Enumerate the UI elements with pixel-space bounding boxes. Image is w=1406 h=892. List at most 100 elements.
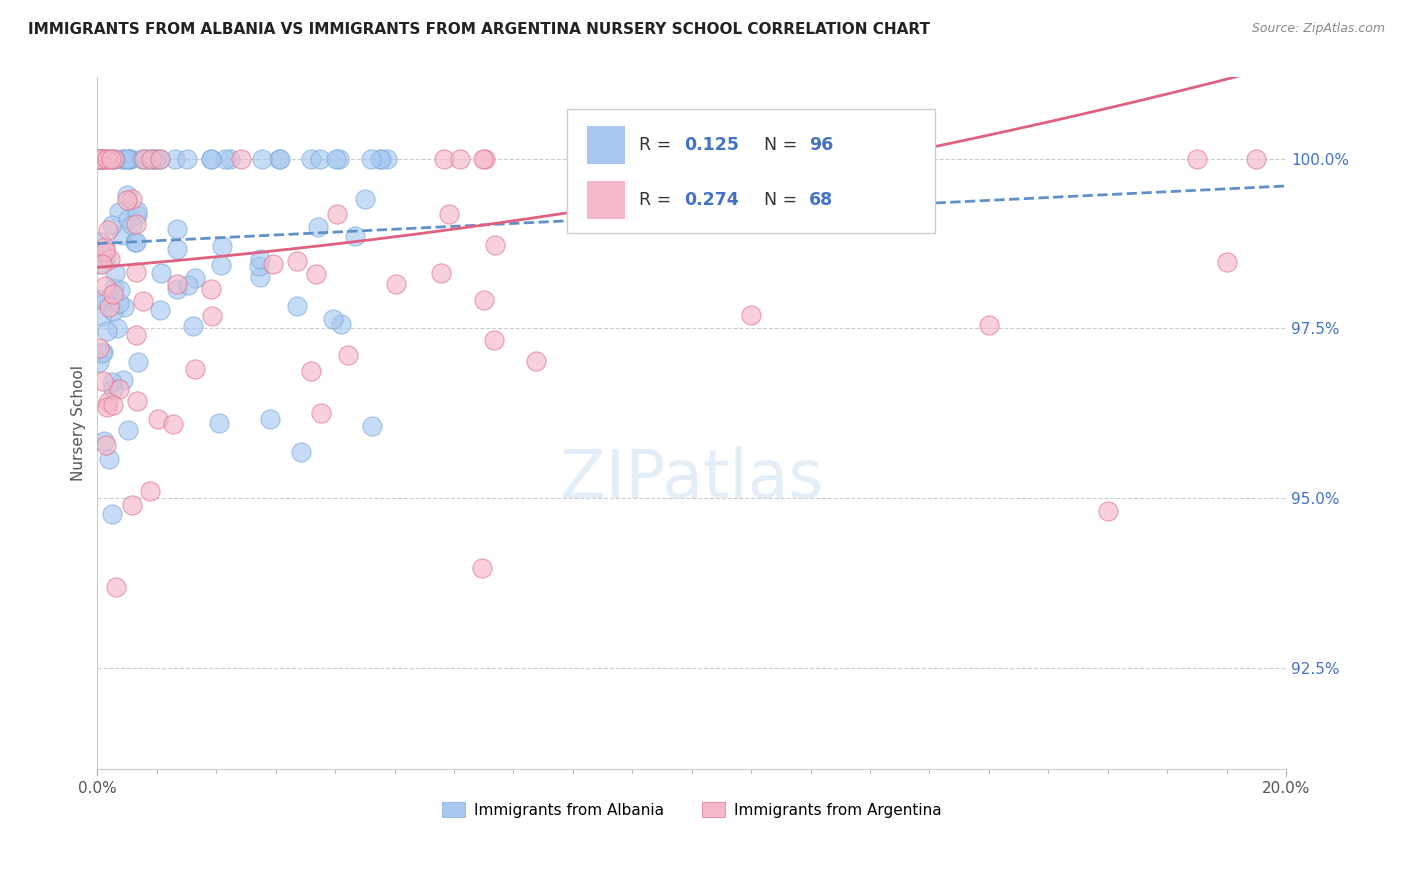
Point <box>90 346 112 360</box>
Text: IMMIGRANTS FROM ALBANIA VS IMMIGRANTS FROM ARGENTINA NURSERY SCHOOL CORRELATION : IMMIGRANTS FROM ALBANIA VS IMMIGRANTS FR… <box>28 22 931 37</box>
Point <box>183 271 205 285</box>
Point <box>90 250 112 264</box>
Point <box>125 265 148 279</box>
Point <box>1215 255 1237 269</box>
Point <box>90 257 112 271</box>
Point <box>437 207 460 221</box>
Point <box>1244 152 1267 166</box>
Point <box>249 252 271 267</box>
Point <box>859 152 882 166</box>
Point <box>124 235 146 249</box>
Point <box>262 257 284 271</box>
Point <box>484 238 506 252</box>
Point <box>328 152 350 166</box>
Point <box>309 406 332 420</box>
Text: R =: R = <box>640 136 678 154</box>
Text: N =: N = <box>763 191 803 210</box>
Point <box>132 293 155 308</box>
Point <box>96 152 118 166</box>
Point <box>100 152 122 166</box>
Point <box>96 400 118 414</box>
Point <box>121 192 143 206</box>
Point <box>142 152 165 166</box>
Point <box>163 152 186 166</box>
Point <box>100 152 122 166</box>
Text: N =: N = <box>763 136 803 154</box>
Point <box>124 235 146 249</box>
Point <box>125 393 148 408</box>
Point <box>103 382 125 396</box>
FancyBboxPatch shape <box>567 109 935 233</box>
Point <box>141 152 163 166</box>
Point <box>104 266 127 280</box>
Point <box>103 398 125 412</box>
Point <box>87 355 110 369</box>
Point <box>112 300 135 314</box>
Point <box>200 152 222 166</box>
Point <box>449 152 471 166</box>
Point <box>472 293 495 307</box>
Point <box>375 152 398 166</box>
Point <box>211 239 233 253</box>
Point <box>134 152 156 166</box>
Point <box>105 580 128 594</box>
Text: 0.125: 0.125 <box>685 136 740 154</box>
Point <box>433 152 456 166</box>
Point <box>176 152 198 166</box>
Point <box>149 152 172 166</box>
Point <box>360 419 382 434</box>
Point <box>96 324 118 338</box>
Point <box>269 152 291 166</box>
Point <box>91 152 114 166</box>
Point <box>166 277 188 292</box>
Point <box>368 152 391 166</box>
Point <box>125 203 148 218</box>
Point <box>120 152 142 166</box>
Point <box>471 152 494 166</box>
Point <box>285 299 308 313</box>
Point <box>325 152 347 166</box>
Point <box>91 152 114 166</box>
Point <box>322 312 344 326</box>
Point <box>91 309 114 323</box>
Y-axis label: Nursery School: Nursery School <box>72 366 86 482</box>
Point <box>977 318 1000 333</box>
Point <box>329 317 352 331</box>
Point <box>97 223 120 237</box>
Point <box>101 287 124 301</box>
Point <box>89 152 111 166</box>
Point <box>326 207 349 221</box>
Text: ZIPatlas: ZIPatlas <box>560 446 824 512</box>
Point <box>176 277 198 292</box>
Point <box>267 152 290 166</box>
Point <box>101 508 124 522</box>
Point <box>93 434 115 448</box>
Point <box>121 218 143 232</box>
Point <box>249 260 271 274</box>
Point <box>429 266 451 280</box>
Point <box>111 152 134 166</box>
Point <box>101 375 124 389</box>
Point <box>94 279 117 293</box>
Point <box>89 257 111 271</box>
Point <box>135 152 157 166</box>
Point <box>91 345 114 359</box>
Point <box>305 268 328 282</box>
Point <box>111 227 134 242</box>
Point <box>214 152 236 166</box>
Point <box>149 303 172 318</box>
Point <box>353 192 375 206</box>
Point <box>1185 152 1208 166</box>
Point <box>299 364 322 378</box>
Point <box>1097 504 1119 518</box>
Point <box>108 283 131 297</box>
Point <box>103 304 125 318</box>
Point <box>482 333 505 347</box>
Point <box>125 218 148 232</box>
Point <box>149 266 172 280</box>
Point <box>181 319 204 334</box>
Point <box>117 152 139 166</box>
Point <box>87 152 110 166</box>
Point <box>115 188 138 202</box>
Point <box>125 327 148 342</box>
